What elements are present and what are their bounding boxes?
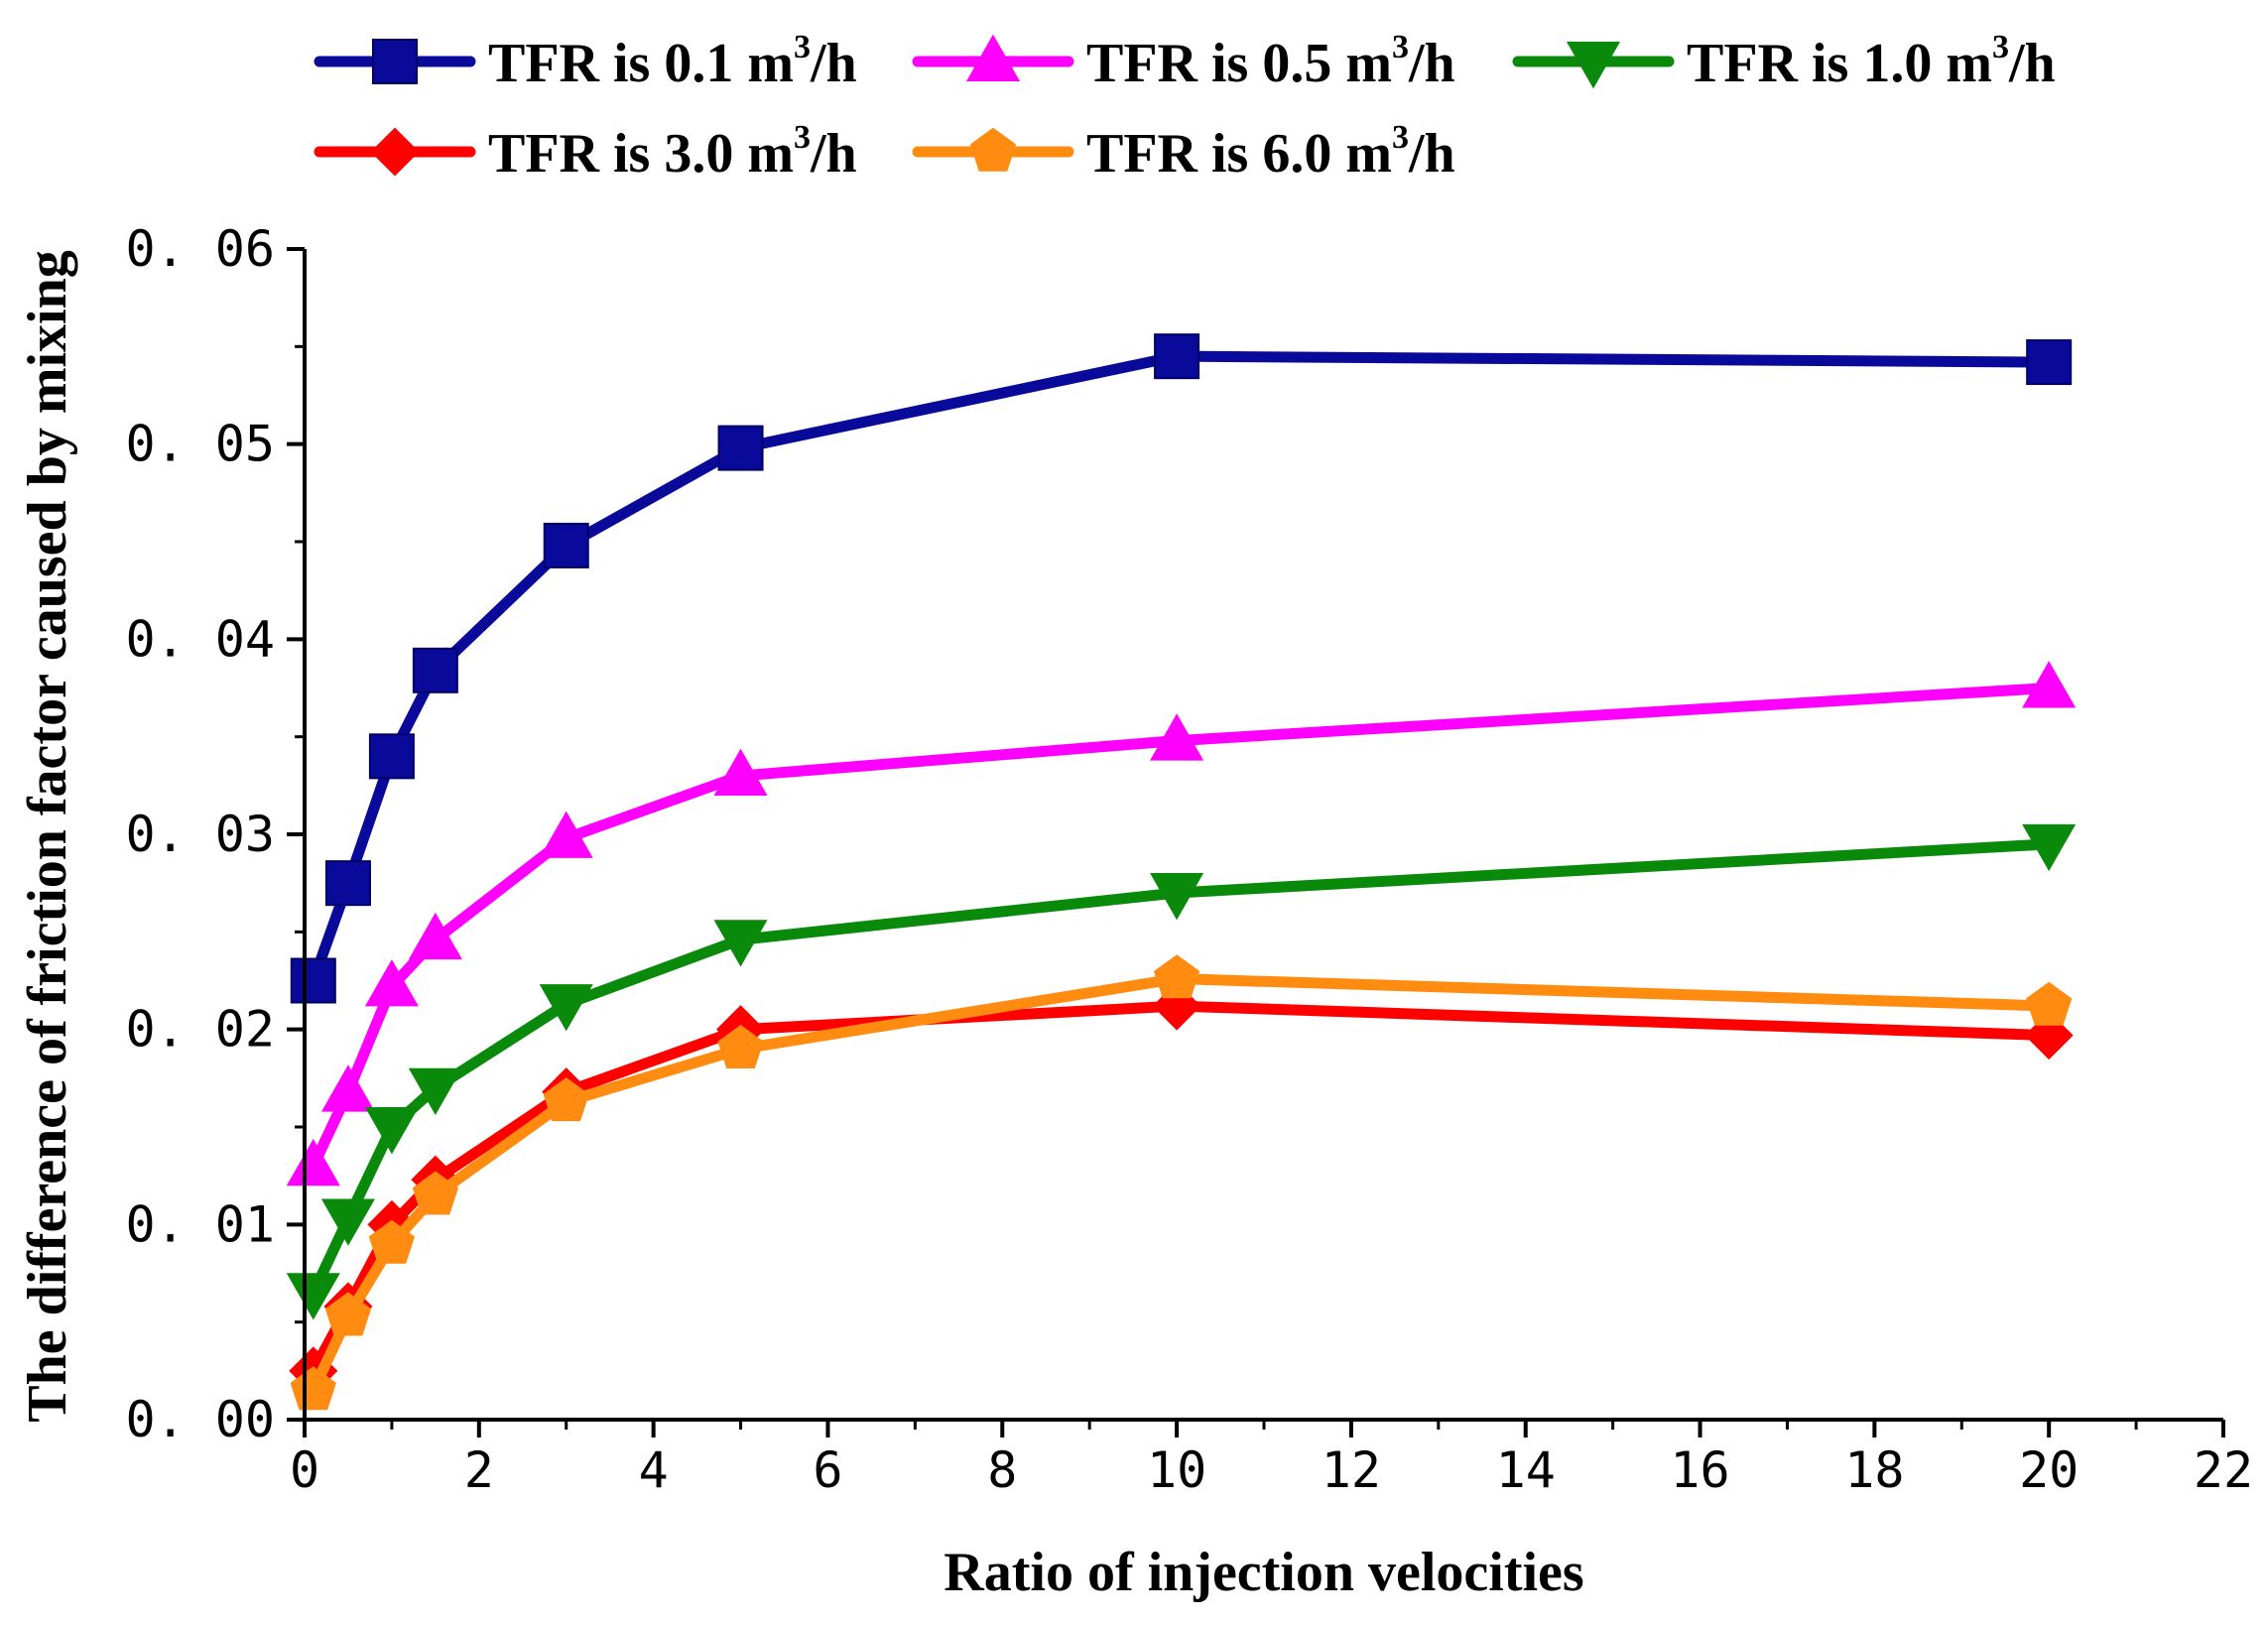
data-point (543, 522, 589, 568)
data-point (364, 959, 419, 1007)
data-point (408, 912, 462, 960)
data-point (324, 1292, 372, 1336)
data-point (1150, 873, 1204, 921)
data-point (713, 920, 768, 967)
data-point (2022, 661, 2077, 708)
data-point (713, 748, 768, 796)
series-group (290, 954, 2073, 1411)
legend-item: TFR is 0.1 m3/h (314, 29, 857, 94)
series-group (286, 661, 2077, 1187)
legend-label: TFR is 0.1 m3/h (488, 29, 857, 94)
data-point (412, 1171, 459, 1215)
y-tick-label: 0. 01 (125, 1195, 275, 1253)
x-axis-title: Ratio of injection velocities (944, 1542, 1583, 1603)
legend-item: TFR is 6.0 m3/h (912, 119, 1455, 185)
y-tick-label: 0. 05 (125, 416, 275, 473)
legend-item: TFR is 0.5 m3/h (912, 29, 1455, 94)
data-point (290, 957, 336, 1004)
data-point (412, 647, 458, 693)
data-point (320, 1198, 375, 1246)
series-group (289, 981, 2074, 1396)
data-point (2026, 981, 2073, 1026)
series-group (286, 823, 2077, 1320)
data-point (286, 1139, 340, 1187)
series-layer (286, 333, 2077, 1411)
x-tick-label: 8 (987, 1441, 1017, 1499)
data-point (408, 1067, 462, 1115)
series-line (308, 1000, 2055, 1377)
legend-item: TFR is 3.0 m3/h (314, 119, 857, 185)
x-tick-label: 18 (1844, 1441, 1904, 1499)
data-point (286, 1273, 340, 1320)
legend: TFR is 0.1 m3/h TFR is 0.5 m3/h TFR is 1.0… (314, 29, 2056, 185)
legend-label: TFR is 3.0 m3/h (488, 119, 857, 185)
y-tick-label: 0. 02 (125, 1001, 275, 1059)
y-tick-label: 0. 00 (125, 1391, 275, 1448)
data-point (543, 1077, 589, 1122)
y-tick-label: 0. 04 (125, 610, 275, 668)
series-line (308, 683, 2055, 1172)
x-tick-label: 16 (1670, 1441, 1729, 1499)
y-ticks: 0. 00 0. 01 0. 02 0. 03 0. 04 0. 05 0. 06 (125, 220, 305, 1448)
data-point (1154, 333, 1200, 380)
x-tick-label: 14 (1496, 1441, 1556, 1499)
x-tick-label: 20 (2019, 1441, 2079, 1499)
data-point (539, 984, 593, 1032)
x-ticks: 0 2 4 6 8 10 12 14 16 18 20 22 (290, 1420, 2253, 1499)
x-tick-label: 6 (813, 1441, 842, 1499)
legend-label: TFR is 6.0 m3/h (1086, 119, 1455, 185)
y-tick-label: 0. 03 (125, 806, 275, 863)
x-tick-label: 2 (464, 1441, 494, 1499)
legend-label: TFR is 0.5 m3/h (1086, 29, 1455, 94)
data-point (2022, 823, 2077, 872)
series-group (290, 333, 2073, 1004)
x-tick-label: 10 (1147, 1441, 1206, 1499)
data-point (2026, 339, 2073, 386)
x-tick-label: 0 (290, 1441, 319, 1499)
y-tick-label: 0. 06 (125, 220, 275, 278)
series-line (308, 973, 2055, 1396)
data-point (324, 860, 371, 907)
data-point (717, 425, 764, 471)
x-tick-label: 4 (639, 1441, 669, 1499)
legend-marker (370, 127, 420, 177)
x-tick-label: 12 (1322, 1441, 1381, 1499)
data-point (539, 811, 593, 858)
data-point (717, 1024, 764, 1069)
legend-marker (1566, 42, 1621, 89)
data-point (1150, 713, 1204, 761)
legend-item: TFR is 1.0 m3/h (1512, 29, 2056, 94)
data-point (320, 1064, 375, 1112)
y-axis-title: The difference of friction factor caused… (17, 250, 78, 1423)
data-point (1153, 954, 1200, 999)
legend-label: TFR is 1.0 m3/h (1687, 29, 2056, 94)
x-tick-label: 22 (2194, 1441, 2253, 1499)
legend-marker (969, 127, 1017, 172)
legend-marker (965, 34, 1021, 81)
data-point (368, 1219, 416, 1264)
data-point (290, 1366, 336, 1411)
legend-marker (372, 39, 418, 84)
data-point (368, 733, 415, 780)
data-point (364, 1107, 419, 1155)
